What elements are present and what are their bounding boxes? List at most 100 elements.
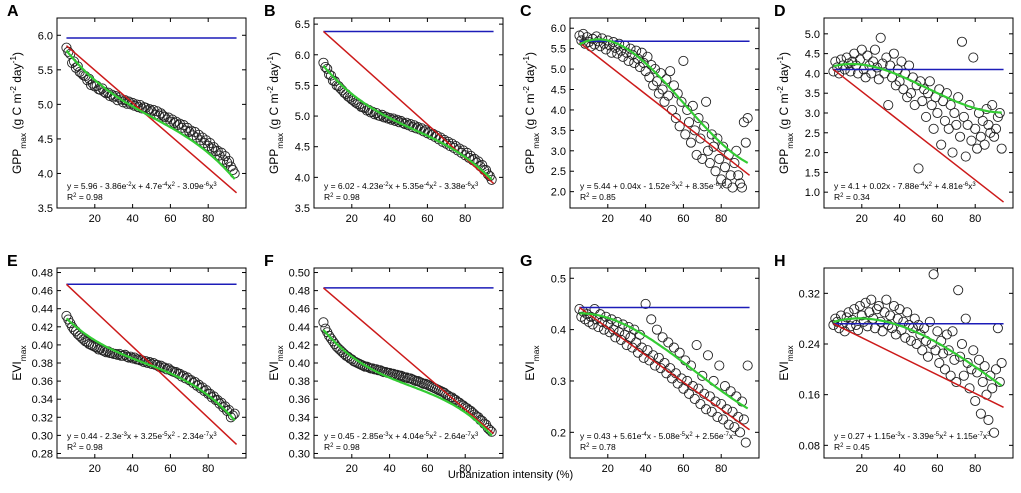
scatter-point [325,70,337,81]
scatter-point [704,158,715,169]
scatter-point [738,414,749,425]
plot-area [318,30,497,185]
y-tick-label: 0.5 [551,273,566,285]
scatter-point [828,66,839,77]
panel-f: F 20 40 60 80 0.30 0.32 0.34 0.36 0.38 0.40 0.42 0.4… [264,253,504,475]
scatter-point [401,372,412,383]
x-tick-label: 80 [969,463,981,475]
scatter-point [693,383,704,394]
scatter-point [93,344,104,355]
scatter-point [653,88,664,99]
panel-letter: C [520,3,532,20]
x-tick-label: 40 [639,463,651,475]
x-tick-label: 60 [931,213,943,225]
y-tick-label: 3.5 [295,203,310,215]
scatter-point [862,50,873,61]
y-tick-label: 0.40 [32,340,53,352]
scatter-point [913,163,924,174]
scatter-point [674,347,685,358]
scatter-point [958,370,969,381]
panel-letter: B [264,3,276,20]
scatter-point [684,117,695,128]
urban-effect-line [322,30,495,185]
scatter-point [966,135,977,146]
plot-frame [823,267,1014,459]
scatter-point [695,399,706,410]
scatter-point [668,342,680,353]
scatter-point [608,37,619,48]
x-tick-label: 60 [421,213,433,225]
scatter-point [689,125,700,136]
scatter-point [324,330,335,341]
fitted-curve [65,317,236,422]
scatter-point [216,147,227,158]
r-squared: R2 = 0.98 [324,442,360,452]
scatter-point [996,357,1007,369]
scatter-point [651,76,662,87]
scatter-point [729,422,740,433]
plot-frame [569,267,760,459]
scatter-point [949,107,960,119]
scatter-point [990,123,1002,134]
scatter-point [393,117,405,128]
r-squared: R2 = 0.85 [580,192,616,202]
scatter-point [223,155,235,167]
x-tick-label: 40 [383,213,395,225]
y-tick-label: 5.5 [551,44,566,56]
x-tick-label: 60 [677,213,689,225]
scatter-point [702,350,714,361]
scatter-point [873,74,884,85]
scatter-point [968,345,979,356]
y-tick-label: 4.5 [295,142,310,154]
scatter-point [718,141,729,152]
y-tick-label: 3.5 [551,125,566,137]
x-tick-label: 60 [931,463,943,475]
y-tick-label: 5.0 [551,64,566,76]
scatter-point [668,80,680,91]
scatter-point [712,133,723,144]
scatter-point [392,369,403,380]
x-tick-label: 60 [677,463,689,475]
panel-g: G 20 40 60 80 0.2 0.3 0.4 0.5 EVImax y = 0.43 + 5.… [520,253,760,475]
scatter-point [227,410,238,421]
scatter-point [917,345,928,356]
scatter-point [225,412,236,423]
y-tick-label: 0.38 [289,376,310,388]
y-tick-label: 2.0 [551,187,566,199]
scatter-point [979,139,990,150]
scatter-point [640,66,651,77]
y-tick-label: 0.08 [799,440,820,452]
scatter-point [917,96,928,107]
scatter-point [955,351,966,362]
scatter-point [612,316,623,327]
scatter-point [617,319,628,330]
r-squared: R2 = 0.98 [324,192,360,202]
r-squared: R2 = 0.45 [834,442,870,452]
plot-frame [313,17,504,209]
y-tick-label: 3.0 [805,108,820,120]
scatter-point [989,427,1000,438]
scatter-point [695,133,706,144]
plot-area [574,28,753,193]
scatter-point [873,300,884,312]
scatter-point [214,398,225,409]
fitted-curve [833,317,1003,387]
scatter-point [676,96,687,107]
y-tick-label: 0.42 [289,340,310,352]
scatter-point [740,137,751,148]
scatter-point [358,360,369,371]
scatter-point [960,151,971,162]
scatter-point [589,304,600,315]
y-tick-label: 0.34 [32,394,53,406]
scatter-point [960,313,971,324]
y-tick-label: 6.0 [551,23,566,35]
y-tick-label: 0.44 [32,304,53,316]
scatter-point [380,111,391,122]
y-tick-label: 5.5 [295,80,310,92]
scatter-point [939,364,951,375]
scatter-point [856,44,867,55]
scatter-point [697,370,708,381]
y-tick-label: 5.0 [805,29,820,41]
x-tick-label: 20 [89,463,101,475]
